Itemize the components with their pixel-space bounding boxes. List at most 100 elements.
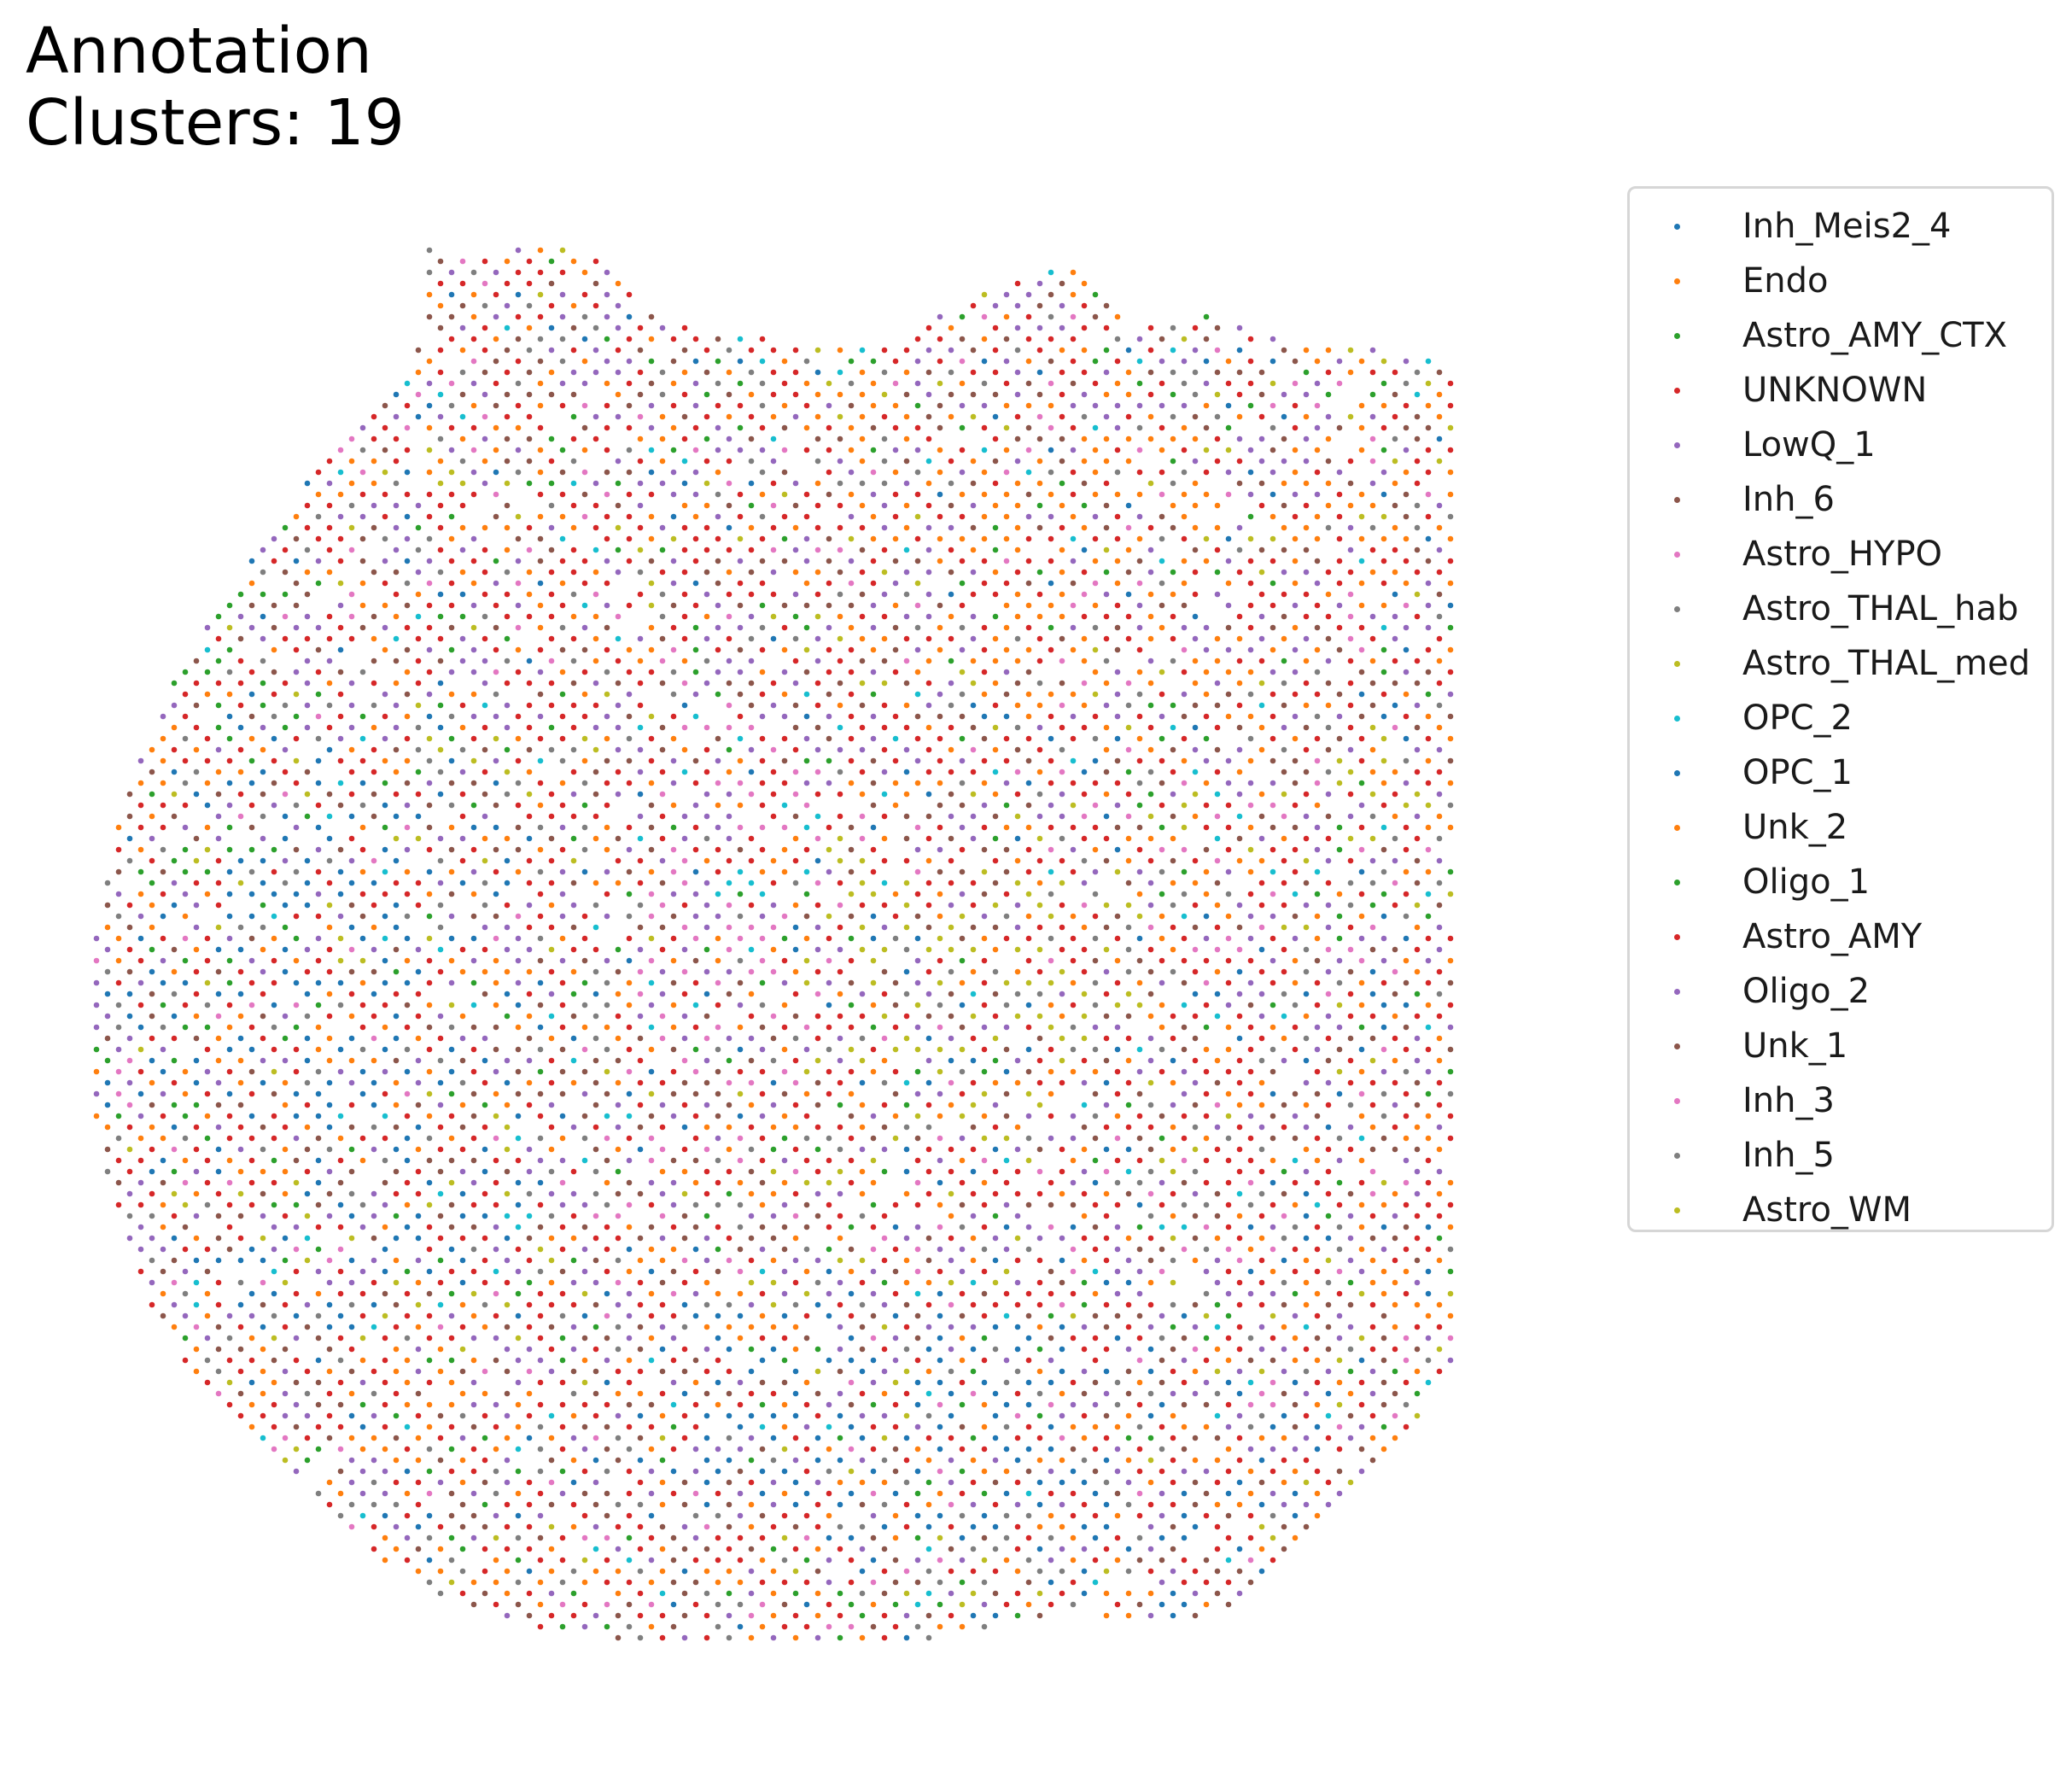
scatter-point — [393, 546, 400, 553]
scatter-point — [637, 1102, 644, 1108]
scatter-point — [404, 602, 411, 609]
scatter-point — [1081, 1079, 1088, 1086]
scatter-point — [1048, 469, 1054, 476]
scatter-point — [1425, 1268, 1432, 1275]
scatter-point — [1059, 369, 1065, 376]
scatter-point — [1336, 358, 1343, 365]
scatter-point — [426, 1224, 433, 1230]
scatter-point — [715, 691, 721, 698]
scatter-point — [1336, 1224, 1343, 1230]
scatter-point — [1003, 691, 1010, 698]
scatter-point — [1147, 347, 1154, 354]
scatter-point — [1303, 613, 1310, 620]
scatter-point — [1136, 713, 1143, 720]
scatter-point — [914, 913, 921, 920]
scatter-point — [160, 913, 166, 920]
scatter-point — [1214, 324, 1221, 331]
scatter-point — [348, 1124, 355, 1131]
scatter-point — [925, 835, 932, 842]
scatter-point — [149, 1057, 155, 1064]
scatter-point — [115, 1179, 122, 1186]
scatter-point — [681, 458, 688, 465]
scatter-point — [1281, 1057, 1287, 1064]
scatter-point — [1203, 846, 1210, 853]
scatter-point — [182, 1135, 189, 1142]
scatter-point — [348, 546, 355, 553]
scatter-point — [271, 1224, 277, 1230]
scatter-point — [537, 469, 544, 476]
scatter-point — [959, 535, 966, 542]
scatter-point — [814, 1279, 821, 1286]
scatter-point — [937, 1046, 943, 1053]
scatter-point — [1369, 857, 1376, 864]
scatter-point — [1380, 713, 1387, 720]
scatter-point — [1236, 1079, 1243, 1086]
scatter-point — [1014, 1168, 1021, 1175]
scatter-point — [1314, 1046, 1321, 1053]
scatter-point — [1447, 1246, 1454, 1253]
scatter-point — [615, 880, 622, 886]
scatter-point — [1036, 635, 1043, 642]
scatter-point — [604, 780, 610, 786]
scatter-point — [615, 680, 622, 687]
scatter-point — [1170, 857, 1176, 864]
scatter-point — [337, 735, 344, 742]
scatter-point — [437, 791, 444, 798]
scatter-point — [1081, 857, 1088, 864]
scatter-point — [870, 1113, 877, 1119]
scatter-point — [1436, 1124, 1443, 1131]
scatter-point — [770, 1146, 777, 1153]
scatter-point — [1125, 635, 1132, 642]
scatter-point — [1025, 957, 1032, 964]
scatter-point — [959, 868, 966, 875]
scatter-point — [959, 735, 966, 742]
scatter-point — [1070, 1157, 1077, 1164]
scatter-point — [681, 1168, 688, 1175]
scatter-point — [859, 458, 866, 465]
scatter-point — [1059, 435, 1065, 442]
scatter-point — [1092, 1268, 1099, 1275]
scatter-point — [304, 857, 311, 864]
scatter-point — [759, 757, 766, 764]
scatter-point — [1003, 1046, 1010, 1053]
scatter-point — [448, 291, 455, 298]
scatter-point — [293, 624, 300, 631]
scatter-point — [482, 902, 488, 909]
scatter-point — [970, 391, 977, 398]
scatter-point — [859, 813, 866, 820]
scatter-point — [692, 824, 699, 831]
scatter-point — [1403, 713, 1410, 720]
scatter-point — [848, 469, 855, 476]
scatter-point — [537, 1224, 544, 1230]
scatter-point — [870, 1024, 877, 1031]
scatter-point — [870, 513, 877, 520]
scatter-point — [770, 813, 777, 820]
scatter-point — [1081, 680, 1088, 687]
scatter-point — [570, 569, 577, 576]
scatter-point — [648, 646, 655, 653]
scatter-point — [448, 1135, 455, 1142]
scatter-point — [648, 602, 655, 609]
scatter-point — [992, 1213, 999, 1219]
scatter-point — [681, 968, 688, 975]
scatter-point — [970, 1168, 977, 1175]
scatter-point — [115, 957, 122, 964]
scatter-point — [426, 846, 433, 853]
scatter-point — [992, 1013, 999, 1020]
scatter-point — [1303, 658, 1310, 664]
scatter-point — [1281, 968, 1287, 975]
scatter-point — [1081, 569, 1088, 576]
scatter-point — [215, 1079, 222, 1086]
scatter-point — [348, 635, 355, 642]
scatter-point — [1048, 913, 1054, 920]
scatter-point — [1225, 957, 1232, 964]
scatter-point — [282, 946, 289, 953]
scatter-point — [726, 613, 732, 620]
scatter-point — [1292, 580, 1299, 587]
scatter-point — [1036, 1057, 1043, 1064]
scatter-point — [426, 1046, 433, 1053]
scatter-point — [1003, 824, 1010, 831]
scatter-point — [1236, 680, 1243, 687]
scatter-point — [881, 924, 888, 931]
scatter-point — [1025, 1090, 1032, 1097]
